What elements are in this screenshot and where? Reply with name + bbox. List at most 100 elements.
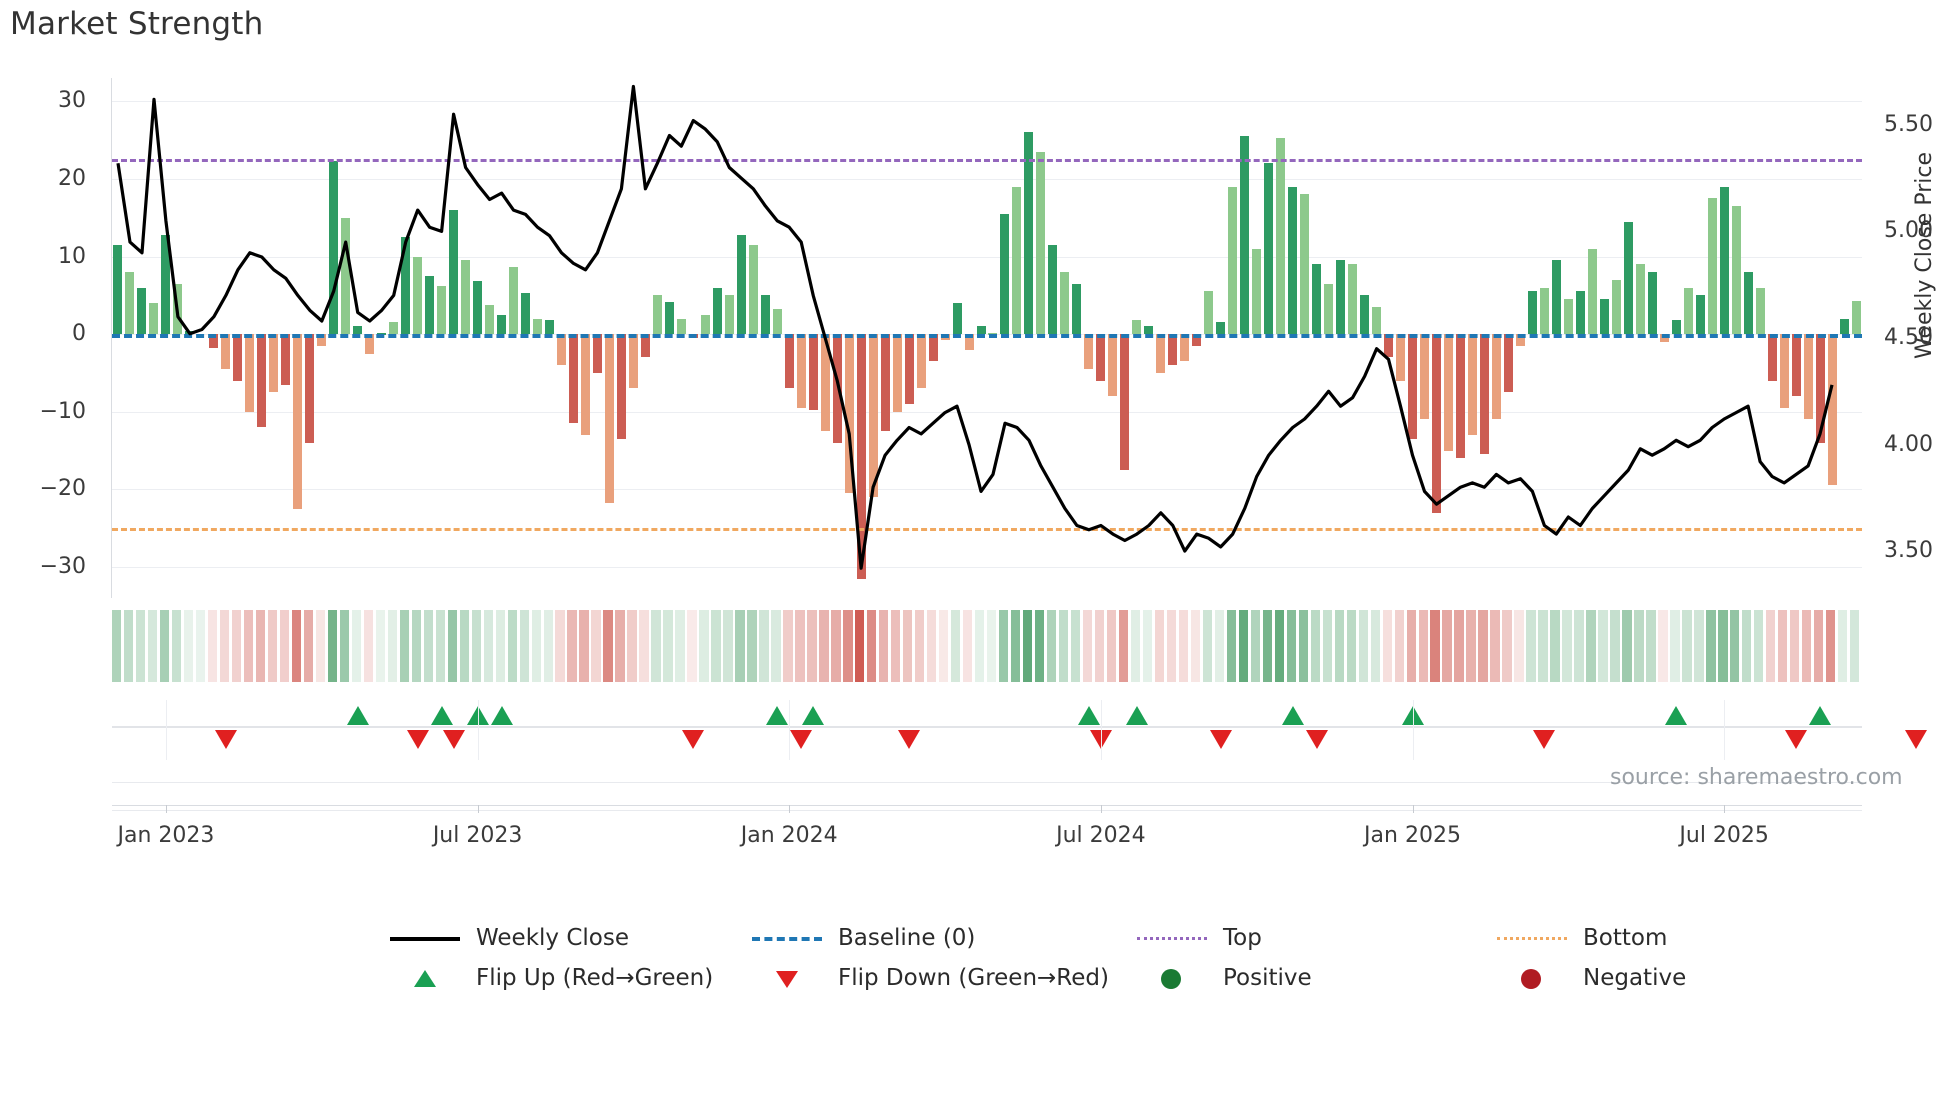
grid-line [112,411,1862,413]
legend-item[interactable]: Weekly Close [388,918,629,958]
legend-item[interactable]: Top [1135,918,1262,958]
heat-cell [171,610,182,682]
heat-cell [507,610,517,682]
heat-cell [975,610,985,682]
strength-bar [1539,287,1549,335]
strength-bar [1839,318,1849,335]
strength-bar [125,272,135,335]
heat-cell [951,610,961,682]
strength-bar [1192,334,1202,346]
flip-up-marker [802,706,825,725]
heat-cell [363,610,374,682]
heat-cell [471,610,481,682]
strength-bar [1671,320,1681,335]
strength-bar [1312,264,1322,335]
strength-bar [401,237,411,335]
strength-bar [353,326,363,335]
strength-bar [844,334,854,494]
heat-cell [687,610,697,682]
heat-cell [123,610,134,682]
strength-bar [1300,194,1310,335]
heat-cell [915,610,925,682]
strength-bar [1731,206,1741,335]
heat-cell [567,610,577,682]
flip-up-marker [430,706,453,725]
strength-bar [1851,300,1861,335]
heat-cell [795,610,805,682]
solid-black-line-icon [388,925,462,951]
strength-bar [269,334,279,393]
x-axis-spine [112,805,1862,806]
heat-cell [1370,610,1380,682]
strength-bar [784,334,794,389]
heat-cell [1406,610,1416,682]
strength-bar [856,334,866,579]
strength-bar [1599,299,1609,335]
strength-bar [1479,334,1489,455]
heat-cell [1142,610,1153,682]
heat-cell [579,610,589,682]
heat-cell [1838,610,1848,682]
legend-item[interactable]: Flip Up (Red→Green) [388,958,713,998]
strength-bar [521,292,531,335]
strength-bar [1048,244,1058,335]
strength-bar [748,244,758,335]
legend-label: Negative [1583,965,1687,991]
strength-bar [1767,334,1777,381]
legend-label: Weekly Close [476,925,629,951]
triangle-down-red-icon [750,965,824,991]
heat-cell [879,610,889,682]
grid-line [112,489,1862,491]
heat-cell [759,610,769,682]
strength-bar [808,334,818,411]
legend-item[interactable]: Bottom [1495,918,1667,958]
heat-cell [1742,610,1752,682]
x-tick-label: Jan 2023 [117,823,215,848]
plot-area [112,78,1862,598]
strength-bar [640,334,650,358]
strength-bar [1324,283,1334,335]
heat-cell [843,610,853,682]
heat-cell [1610,610,1620,682]
strength-bar [1108,334,1118,397]
strength-bar [1204,291,1214,335]
legend-item[interactable]: Positive [1135,958,1312,998]
y-tick-label-left: 20 [58,165,86,191]
strength-bar [1156,334,1166,373]
strength-bar [1815,334,1825,443]
strength-bar [1551,260,1561,335]
strength-bar [389,322,399,335]
heat-cell [1466,610,1476,682]
strength-bar [413,256,423,335]
heat-cell [1430,610,1440,682]
strength-bar [1336,260,1346,335]
y-tick-label-right: 5.50 [1884,111,1933,137]
heat-cell [279,610,290,682]
strength-bar [1467,334,1477,435]
legend-item[interactable]: Flip Down (Green→Red) [750,958,1109,998]
heat-cell [1550,610,1560,682]
heat-cell [1718,610,1728,682]
strength-bar [1096,334,1106,381]
heat-cell [1286,610,1296,682]
y-tick-label-left: 30 [58,88,86,114]
strength-bar [1827,334,1837,486]
strength-bar [329,161,339,335]
heat-cell [1754,610,1764,682]
strength-bar [820,334,830,432]
strength-bar [1024,132,1034,335]
strength-bar [1743,272,1753,335]
heat-cell [1202,610,1213,682]
heat-cell [1166,610,1177,682]
flip-up-marker [1125,706,1148,725]
x-tick-mark [789,805,791,813]
strength-bar [1396,334,1406,381]
x-axis: Jan 2023 Jul 2023 Jan 2024 Jul 2024 Jan 2025… [112,805,1862,865]
strength-bar [1575,291,1585,335]
heat-cell [387,610,398,682]
legend-item[interactable]: Negative [1495,958,1686,998]
strength-bar [1144,326,1154,335]
legend-item[interactable]: Baseline (0) [750,918,975,958]
strength-bar [676,318,686,335]
heat-cell [255,610,266,682]
